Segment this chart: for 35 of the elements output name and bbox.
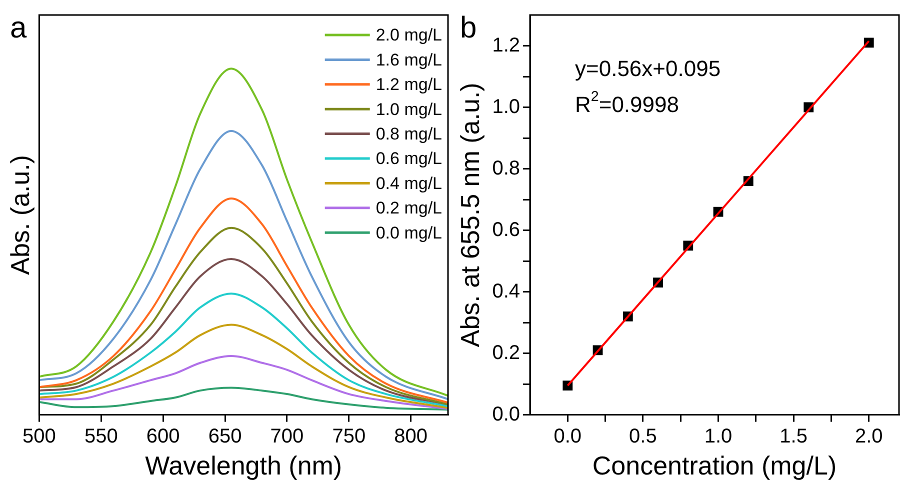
y-tick-label: 1.2 (492, 34, 520, 56)
y-tick-label: 1.0 (492, 96, 520, 118)
legend-label: 1.6 mg/L (376, 50, 442, 70)
x-tick-label: 2.0 (854, 425, 883, 448)
legend-label: 1.0 mg/L (376, 100, 442, 119)
x-axis-title: Wavelength (nm) (145, 450, 342, 481)
legend-label: 1.2 mg/L (376, 75, 442, 94)
legend-label: 2.0 mg/L (376, 26, 442, 45)
x-tick-label: 800 (394, 425, 428, 448)
y-tick-label: 0.2 (492, 342, 520, 364)
legend-label: 0.2 mg/L (376, 198, 442, 218)
y-axis-title: Abs. at 655.5 nm (a.u.) (454, 82, 485, 348)
y-tick-label: 0.6 (492, 218, 520, 241)
x-tick-label: 1.5 (780, 425, 808, 448)
x-axis-title: Concentration (mg/L) (592, 450, 837, 481)
x-tick-label: 750 (332, 425, 366, 448)
y-tick-label: 0.8 (492, 157, 520, 180)
x-tick-label: 600 (146, 425, 180, 448)
chart-title: b (460, 11, 477, 44)
legend-label: 0.6 mg/L (376, 149, 442, 168)
legend-label: 0.8 mg/L (376, 124, 442, 144)
x-tick-label: 650 (208, 425, 242, 448)
x-tick-label: 0.0 (554, 425, 582, 448)
x-tick-label: 550 (84, 425, 118, 448)
x-tick-label: 0.5 (629, 425, 657, 448)
x-tick-label: 500 (22, 425, 56, 448)
y-tick-label: 0.0 (492, 403, 520, 426)
annotation: y=0.56x+0.095 (575, 56, 721, 82)
x-tick-label: 1.0 (704, 425, 732, 448)
legend-label: 0.4 mg/L (376, 174, 442, 193)
legend-label: 0.0 mg/L (376, 223, 442, 242)
chart-title: a (10, 11, 27, 44)
y-axis-title: Abs. (a.u.) (4, 154, 35, 275)
x-tick-label: 700 (270, 425, 304, 448)
y-tick-label: 0.4 (492, 280, 520, 302)
